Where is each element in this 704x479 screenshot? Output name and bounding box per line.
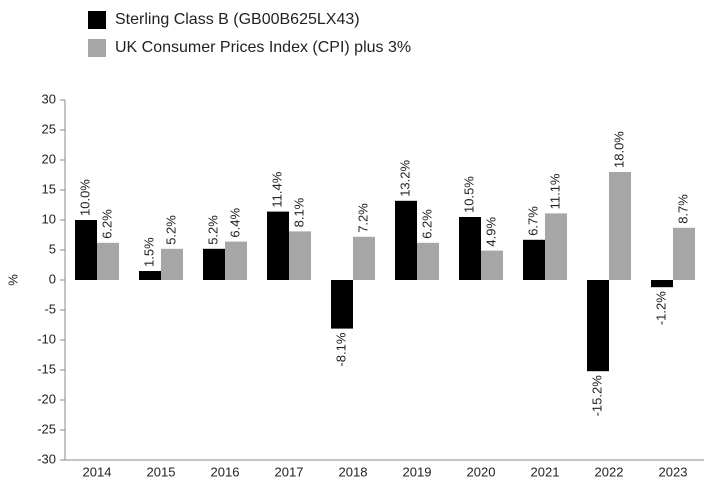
value-label: 18.0%: [611, 131, 626, 168]
bar: [673, 227, 695, 280]
x-tick-label: 2017: [275, 464, 304, 479]
bar: [353, 236, 375, 280]
x-tick-label: 2023: [659, 464, 688, 479]
bar: [545, 213, 567, 280]
y-tick-label: 20: [42, 151, 56, 166]
value-label: 6.4%: [227, 208, 242, 238]
x-tick-label: 2016: [211, 464, 240, 479]
x-tick-label: 2018: [339, 464, 368, 479]
y-tick-label: -25: [37, 421, 56, 436]
bar: [395, 200, 417, 280]
y-tick-label: 5: [49, 241, 56, 256]
bar: [417, 242, 439, 280]
legend-label: UK Consumer Prices Index (CPI) plus 3%: [115, 39, 411, 56]
legend-label: Sterling Class B (GB00B625LX43): [115, 11, 360, 28]
bar: [203, 248, 225, 280]
y-tick-label: 15: [42, 181, 56, 196]
bar: [481, 250, 503, 280]
bar: [139, 271, 161, 280]
y-tick-label: -15: [37, 361, 56, 376]
y-axis-label: %: [5, 274, 20, 286]
legend-swatch: [88, 39, 106, 57]
value-label: 4.9%: [483, 217, 498, 247]
value-label: 10.5%: [461, 176, 476, 213]
bar: [97, 242, 119, 280]
bar: [161, 248, 183, 280]
bar: [459, 217, 481, 280]
bar: [609, 172, 631, 280]
y-tick-label: 30: [42, 91, 56, 106]
bar: [651, 280, 673, 288]
value-label: -1.2%: [653, 291, 668, 325]
value-label: -15.2%: [589, 375, 604, 417]
value-label: 11.1%: [547, 173, 562, 209]
y-tick-label: -20: [37, 391, 56, 406]
value-label: 6.2%: [419, 209, 434, 239]
y-tick-label: -5: [44, 301, 56, 316]
bar: [331, 280, 353, 329]
bar: [267, 211, 289, 280]
bar: [587, 280, 609, 372]
value-label: 8.7%: [675, 194, 690, 224]
bar: [75, 220, 97, 280]
value-label: 13.2%: [397, 159, 412, 196]
value-label: -8.1%: [333, 332, 348, 366]
value-label: 6.2%: [99, 209, 114, 239]
bar: [225, 241, 247, 280]
x-tick-label: 2021: [531, 464, 560, 479]
x-tick-label: 2015: [147, 464, 176, 479]
x-tick-label: 2020: [467, 464, 496, 479]
bar: [289, 231, 311, 280]
value-label: 7.2%: [355, 203, 370, 233]
value-label: 1.5%: [141, 237, 156, 267]
value-label: 11.4%: [269, 171, 284, 207]
value-label: 5.2%: [163, 215, 178, 245]
value-label: 8.1%: [291, 197, 306, 227]
value-label: 10.0%: [77, 179, 92, 216]
bar: [523, 239, 545, 280]
x-tick-label: 2019: [403, 464, 432, 479]
legend-swatch: [88, 11, 106, 29]
y-tick-label: 0: [49, 271, 56, 286]
value-label: 5.2%: [205, 215, 220, 245]
y-tick-label: -30: [37, 451, 56, 466]
x-tick-label: 2022: [595, 464, 624, 479]
y-tick-label: -10: [37, 331, 56, 346]
value-label: 6.7%: [525, 206, 540, 236]
x-tick-label: 2014: [83, 464, 112, 479]
y-tick-label: 10: [42, 211, 56, 226]
y-tick-label: 25: [42, 121, 56, 136]
